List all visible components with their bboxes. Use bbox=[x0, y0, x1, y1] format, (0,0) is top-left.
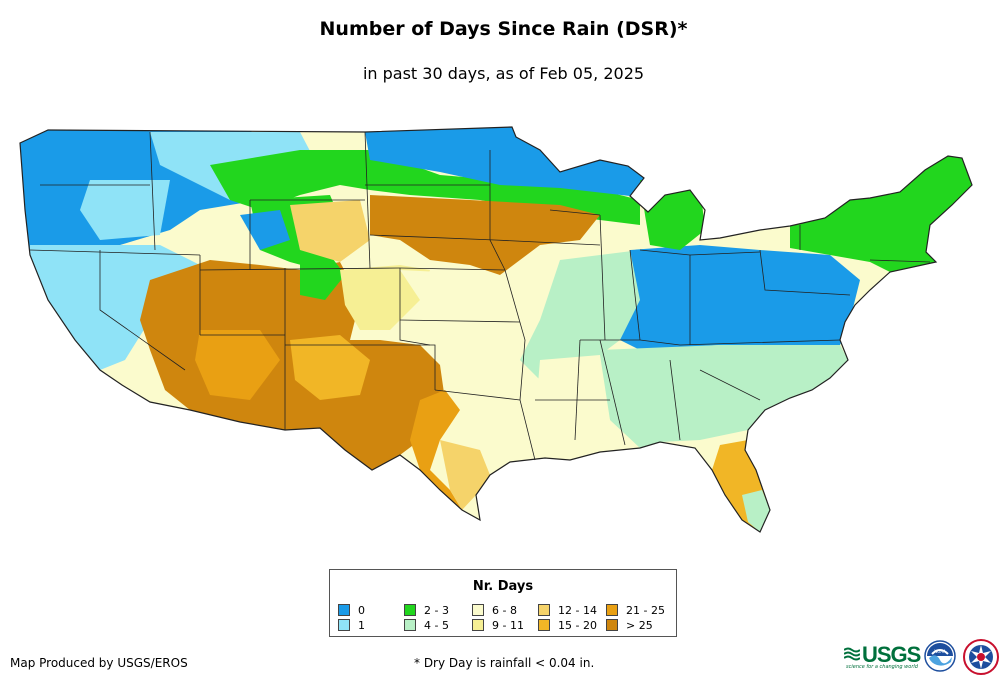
map-credit: Map Produced by USGS/EROS bbox=[10, 656, 188, 670]
legend-label: 2 - 3 bbox=[424, 604, 449, 617]
region-1-day bbox=[80, 180, 170, 240]
region-4-5-days bbox=[600, 345, 848, 448]
usgs-wave-icon bbox=[844, 647, 860, 661]
legend-label: > 25 bbox=[626, 619, 653, 632]
region-0-days bbox=[240, 210, 290, 250]
legend-item-9-11: 9 - 11 bbox=[472, 619, 524, 633]
region-12-14-days bbox=[290, 200, 370, 262]
legend-swatch bbox=[404, 619, 416, 631]
noaa-label: NOAA bbox=[934, 649, 946, 654]
state-borders bbox=[19, 126, 973, 533]
region-4-5-days bbox=[742, 490, 770, 532]
legend-label: 21 - 25 bbox=[626, 604, 665, 617]
noaa-logo-icon: NOAA bbox=[924, 640, 956, 672]
legend-swatch bbox=[338, 619, 350, 631]
region-1-day bbox=[30, 245, 200, 370]
legend-label: 4 - 5 bbox=[424, 619, 449, 632]
legend-swatch bbox=[472, 619, 484, 631]
legend-swatch bbox=[404, 604, 416, 616]
region-6-8-days bbox=[535, 355, 610, 460]
legend-swatch bbox=[338, 604, 350, 616]
legend: Nr. Days 0 1 2 - 3 4 - 5 6 - 8 9 - 11 12… bbox=[329, 569, 677, 637]
legend-label: 15 - 20 bbox=[558, 619, 597, 632]
region-6-8-days bbox=[400, 250, 580, 340]
legend-title: Nr. Days bbox=[472, 579, 534, 594]
legend-swatch bbox=[538, 619, 550, 631]
legend-item-0: 0 bbox=[338, 604, 365, 618]
legend-item-15-20: 15 - 20 bbox=[538, 619, 597, 633]
legend-item-12-14: 12 - 14 bbox=[538, 604, 597, 618]
legend-swatch bbox=[606, 619, 618, 631]
map-title: Number of Days Since Rain (DSR)* bbox=[319, 18, 688, 40]
region-0-days bbox=[365, 127, 644, 196]
region-2-3-days bbox=[300, 255, 345, 300]
legend-item-over-25: > 25 bbox=[606, 619, 653, 633]
legend-item-6-8: 6 - 8 bbox=[472, 604, 517, 618]
legend-swatch bbox=[538, 604, 550, 616]
legend-swatch bbox=[606, 604, 618, 616]
region-over-25-days bbox=[140, 260, 445, 470]
dry-day-footnote: * Dry Day is rainfall < 0.04 in. bbox=[414, 656, 595, 670]
region-15-20-days bbox=[290, 335, 370, 400]
map-subtitle: in past 30 days, as of Feb 05, 2025 bbox=[362, 64, 645, 83]
legend-item-2-3: 2 - 3 bbox=[404, 604, 449, 618]
dsr-color-regions bbox=[20, 127, 972, 532]
usgs-tagline: science for a changing world bbox=[846, 664, 918, 670]
legend-label: 6 - 8 bbox=[492, 604, 517, 617]
region-0-days bbox=[620, 245, 860, 350]
legend-item-1: 1 bbox=[338, 619, 365, 633]
region-over-25-days bbox=[370, 195, 600, 275]
region-21-25-days bbox=[195, 330, 280, 400]
legend-item-4-5: 4 - 5 bbox=[404, 619, 449, 633]
nws-logo-icon bbox=[963, 639, 999, 675]
usgs-logo: USGS science for a changing world bbox=[842, 642, 921, 672]
legend-label: 0 bbox=[358, 604, 365, 617]
region-2-3-days bbox=[790, 156, 972, 272]
legend-item-21-25: 21 - 25 bbox=[606, 604, 665, 618]
legend-label: 12 - 14 bbox=[558, 604, 597, 617]
region-21-25-days bbox=[410, 390, 462, 510]
usgs-wordmark: USGS bbox=[862, 642, 921, 667]
legend-label: 9 - 11 bbox=[492, 619, 524, 632]
legend-label: 1 bbox=[358, 619, 365, 632]
legend-swatch bbox=[472, 604, 484, 616]
